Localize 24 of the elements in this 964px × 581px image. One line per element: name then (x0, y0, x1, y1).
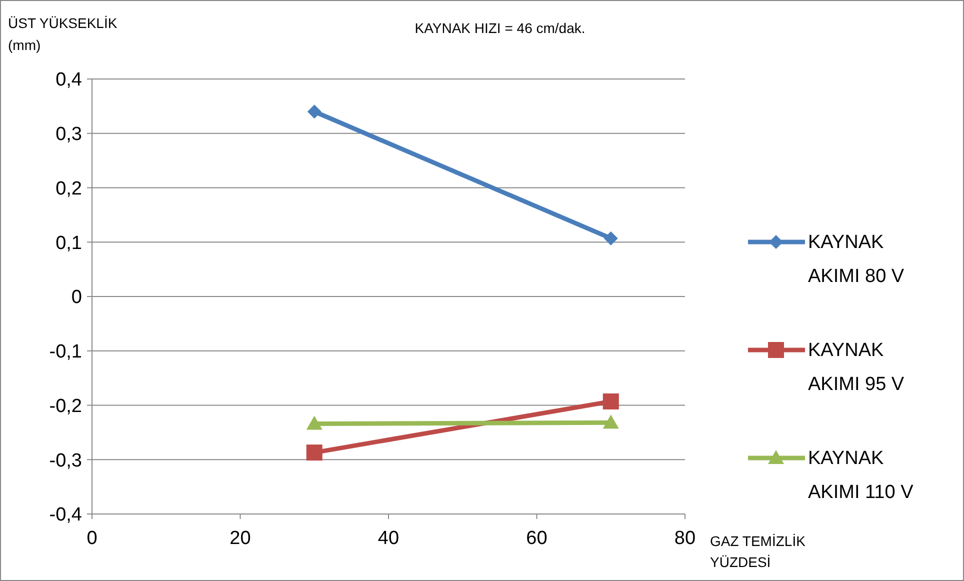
x-tick-label: 0 (86, 528, 98, 549)
y-tick-label: 0,2 (56, 178, 82, 200)
y-tick-label: -0,4 (49, 504, 82, 526)
point (306, 444, 322, 461)
point (604, 231, 618, 246)
x-tick-label: 80 (674, 528, 696, 549)
x-tick-label: 20 (230, 528, 251, 549)
point (307, 104, 322, 119)
y-axis-title: ÜST YÜKSEKLİK (mm) (8, 15, 118, 53)
legend-label: KAYNAK AKIMI 110 V (808, 448, 914, 503)
chart-title: KAYNAK HIZI = 46 cm/dak. (414, 20, 586, 36)
y-tick-label: 0,3 (56, 124, 82, 146)
legend-label: KAYNAK AKIMI 95 V (808, 340, 904, 395)
y-tick-label: 0,1 (56, 232, 82, 254)
y-tick-label: -0,3 (49, 450, 82, 472)
y-tick-label: 0,4 (56, 70, 82, 91)
x-tick-label: 40 (378, 528, 400, 549)
y-tick-label: 0 (71, 287, 82, 308)
x-tick-label: 60 (526, 528, 548, 549)
y-tick-label: -0,2 (49, 396, 82, 417)
y-tick-label: -0,1 (49, 342, 82, 363)
legend-label: KAYNAK AKIMI 80 V (808, 232, 904, 287)
point (602, 393, 619, 410)
x-axis-title: GAZ TEMİZLİK YÜZDESİ (710, 533, 806, 570)
